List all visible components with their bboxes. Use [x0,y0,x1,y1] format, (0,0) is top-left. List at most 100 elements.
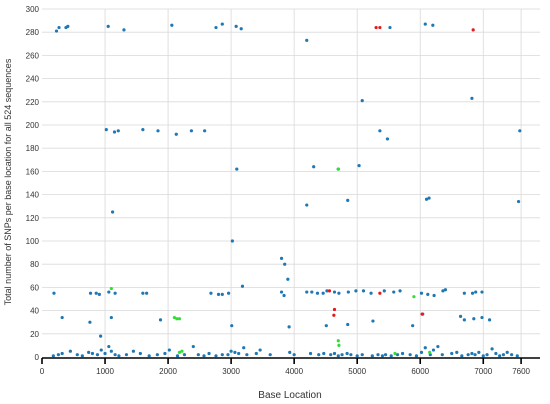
data-point [305,203,309,207]
data-point [472,317,476,321]
data-point [116,129,120,133]
data-point [414,354,419,358]
data-point [233,350,237,354]
data-point [462,291,466,295]
data-point [400,351,405,356]
data-point [378,129,382,133]
x-tick-label: 4000 [285,367,303,376]
data-point [207,351,211,356]
data-point [279,290,284,294]
data-point [408,353,412,357]
data-point [68,349,72,353]
data-point [99,334,103,338]
data-point [346,290,350,294]
data-point [57,25,61,30]
data-point [385,137,390,141]
data-point [230,324,234,328]
data-point [389,354,393,358]
data-point [378,291,382,295]
data-point [107,344,111,349]
data-point [145,291,149,295]
data-point [374,25,378,30]
data-point [357,164,361,168]
x-tick-label: 1000 [96,367,114,376]
data-point [510,353,514,357]
data-point [286,277,290,281]
data-point [332,351,337,356]
data-point [258,348,262,352]
data-point [229,349,233,353]
data-point [220,22,224,26]
data-point [440,353,444,357]
data-point [254,351,258,356]
gridlines [42,8,540,357]
y-tick-label: 160 [26,167,40,176]
data-point [426,292,430,296]
data-point [370,354,374,358]
y-tick-label: 300 [26,5,40,14]
data-point [66,24,70,28]
data-point [360,353,364,357]
data-point [141,291,145,295]
data-point [322,351,326,356]
data-point [477,350,481,354]
data-point [106,24,110,28]
data-point [336,339,340,343]
data-point [203,129,207,133]
data-point [175,354,180,358]
data-point [432,293,436,298]
data-point [305,38,309,42]
data-point [94,291,98,295]
data-point [99,348,103,352]
data-point [321,291,325,295]
data-point [423,346,427,350]
data-point [436,344,440,349]
data-point [245,353,249,357]
data-point [349,353,353,357]
data-point [240,284,245,288]
data-point [80,354,84,358]
data-point [382,289,386,293]
y-tick-label: 80 [30,260,39,269]
data-point [480,290,484,294]
x-axis: 0 1000 2000 3000 4000 5000 6000 7000 7600 [40,357,540,376]
data-point [398,289,402,293]
data-point [337,343,341,347]
data-point [327,289,332,293]
data-point [305,290,309,294]
data-point [75,353,79,357]
data-point [498,354,502,358]
data-point [312,165,316,169]
data-point [455,350,459,354]
data-point [470,351,474,356]
data-point [122,28,126,32]
y-tick-label: 260 [26,51,40,60]
data-point [441,289,445,293]
data-point [189,129,193,133]
data-point [485,353,489,357]
data-point [346,322,350,327]
data-point [177,317,182,321]
data-point [109,315,113,320]
data-point [395,353,400,357]
data-point [158,318,163,322]
data-point [174,132,178,136]
y-tick-label: 60 [30,283,39,292]
data-point [315,291,320,295]
data-point [287,325,291,329]
data-point [54,29,59,33]
data-point [431,23,435,27]
data-point [360,99,364,103]
data-point [104,128,108,132]
data-point [460,354,464,358]
data-point [470,291,475,295]
y-tick-label: 120 [26,214,40,223]
data-point [458,314,463,318]
data-point [220,353,224,357]
data-point [283,262,287,266]
data-point [230,239,234,243]
data-point [167,348,171,352]
data-point [180,349,184,353]
data-point [393,351,397,356]
data-point [388,25,392,30]
